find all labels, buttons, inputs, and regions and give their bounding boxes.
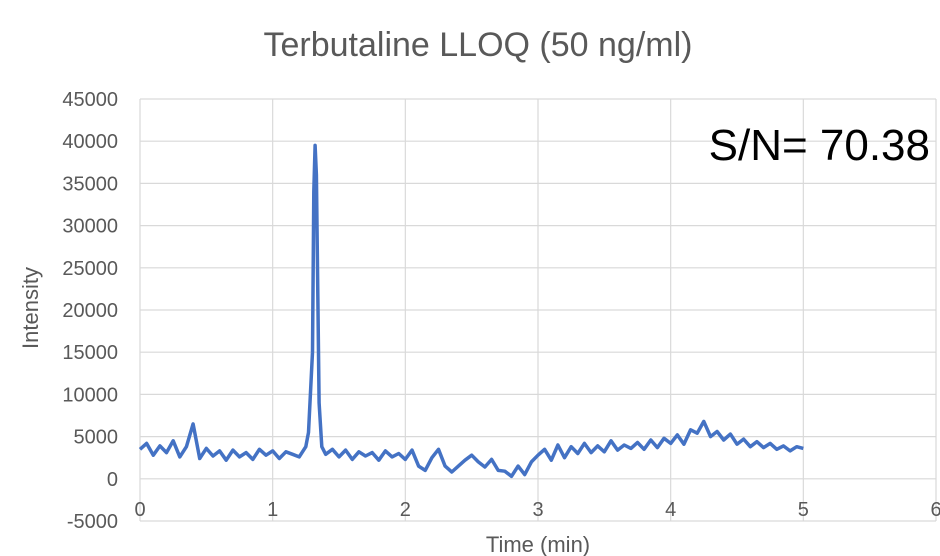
- y-tick-label: 35000: [62, 173, 118, 195]
- y-axis-ticks: -5000 0 5000 10000 15000 20000 25000 30000 35000…: [62, 89, 118, 533]
- y-tick-label: 40000: [62, 131, 118, 153]
- x-tick-label: 0: [134, 499, 145, 521]
- y-tick-label: 30000: [62, 216, 118, 238]
- y-axis-label: Intensity: [18, 267, 43, 349]
- y-tick-label: 25000: [62, 258, 118, 280]
- x-tick-label: 3: [532, 499, 543, 521]
- series-line: [138, 143, 804, 479]
- x-tick-label: 5: [798, 499, 809, 521]
- y-tick-label: 15000: [62, 342, 118, 364]
- x-tick-label: 2: [400, 499, 411, 521]
- y-tick-label: 20000: [62, 300, 118, 322]
- x-tick-label: 1: [267, 499, 278, 521]
- x-axis-label: Time (min): [486, 532, 590, 556]
- y-tick-label: 5000: [74, 427, 119, 449]
- grid: [139, 98, 937, 522]
- y-tick-label: -5000: [67, 511, 118, 533]
- x-axis-ticks: 0 1 2 3 4 5 6: [134, 499, 940, 521]
- y-tick-label: 45000: [62, 89, 118, 111]
- sn-annotation: S/N= 70.38: [709, 121, 930, 170]
- chart-title: Terbutaline LLOQ (50 ng/ml): [264, 26, 693, 64]
- y-tick-label: 10000: [62, 384, 118, 406]
- x-tick-label: 4: [665, 499, 676, 521]
- y-tick-label: 0: [107, 469, 118, 491]
- x-tick-label: 6: [930, 499, 940, 521]
